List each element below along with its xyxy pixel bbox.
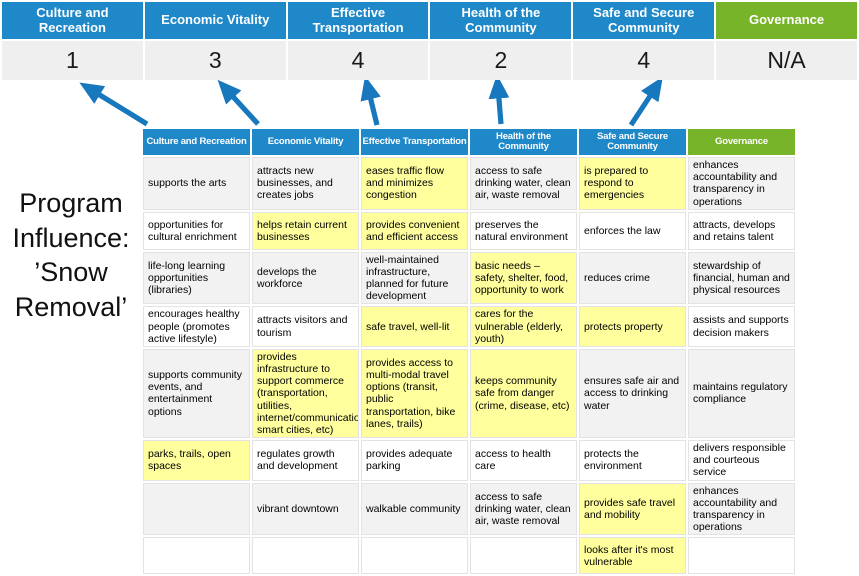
matrix-cell <box>688 537 795 575</box>
summary-header-row: Culture and Recreation Economic Vitality E… <box>2 2 857 39</box>
summary-score-culture-and-recreation: 1 <box>2 41 143 80</box>
matrix-cell: stewardship of financial, human and phys… <box>688 251 795 305</box>
matrix-row: looks after it's most vulnerable <box>143 537 795 575</box>
matrix-cell: preserves the natural environment <box>470 211 577 250</box>
matrix-row: supports the arts attracts new businesses… <box>143 157 795 210</box>
matrix-cell: develops the workforce <box>252 251 359 305</box>
matrix-cell-highlighted: basic needs – safety, shelter, food, opp… <box>470 251 577 305</box>
matrix-cell: protects the environment <box>579 440 686 481</box>
summary-table: Culture and Recreation Economic Vitality E… <box>2 2 857 80</box>
matrix-header-health-of-the-community: Health of the Community <box>470 129 577 155</box>
matrix-cell: supports community events, and entertain… <box>143 348 250 439</box>
matrix-cell: access to health care <box>470 440 577 481</box>
summary-score-health-of-the-community: 2 <box>430 41 572 80</box>
matrix-cell <box>252 537 359 575</box>
matrix-cell: encourages healthy people (promotes acti… <box>143 306 250 347</box>
matrix-cell-highlighted: protects property <box>579 306 686 347</box>
program-label-line: ’Snow <box>34 257 108 288</box>
matrix-header-economic-vitality: Economic Vitality <box>252 129 359 155</box>
matrix-cell: access to safe drinking water, clean air… <box>470 157 577 210</box>
program-influence-label: Program Influence: ’Snow Removal’ <box>0 186 142 324</box>
summary-header-culture-and-recreation: Culture and Recreation <box>2 2 143 39</box>
matrix-cell-highlighted: helps retain current businesses <box>252 211 359 250</box>
program-label-line: Program <box>19 188 123 218</box>
matrix-cell: enforces the law <box>579 211 686 250</box>
matrix-cell: vibrant downtown <box>252 482 359 536</box>
matrix-row: encourages healthy people (promotes acti… <box>143 306 795 347</box>
matrix-cell-highlighted: looks after it's most vulnerable <box>579 537 686 575</box>
influence-arrow-health <box>488 80 510 125</box>
matrix-cell: opportunities for cultural enrichment <box>143 211 250 250</box>
matrix-header-effective-transportation: Effective Transportation <box>361 129 468 155</box>
summary-score-economic-vitality: 3 <box>144 41 286 80</box>
matrix-cell-highlighted: is prepared to respond to emergencies <box>579 157 686 210</box>
matrix-body: supports the arts attracts new businesses… <box>143 157 795 575</box>
matrix-cell: access to safe drinking water, clean air… <box>470 482 577 536</box>
matrix-cell: reduces crime <box>579 251 686 305</box>
matrix-cell-highlighted: provides infrastructure to support comme… <box>252 348 359 439</box>
matrix-cell <box>470 537 577 575</box>
matrix-cell: delivers responsible and courteous servi… <box>688 440 795 481</box>
matrix-header-governance: Governance <box>688 129 795 155</box>
summary-score-governance: N/A <box>716 41 857 80</box>
summary-score-effective-transportation: 4 <box>287 41 429 80</box>
influence-arrow-economic <box>217 80 260 126</box>
matrix-cell: attracts visitors and tourism <box>252 306 359 347</box>
matrix-cell-highlighted: provides safe travel and mobility <box>579 482 686 536</box>
program-label-line: Removal’ <box>14 291 128 322</box>
summary-score-safe-and-secure-community: 4 <box>573 41 715 80</box>
matrix-cell: provides adequate parking <box>361 440 468 481</box>
matrix-cell: attracts new businesses, and creates job… <box>252 157 359 210</box>
matrix-cell: well-maintained infrastructure, planned … <box>361 251 468 305</box>
matrix-cell-highlighted: provides access to multi-modal travel op… <box>361 348 468 439</box>
influence-arrow-safe <box>628 80 663 127</box>
matrix-cell: enhances accountability and transparency… <box>688 482 795 536</box>
influence-arrow-transportation <box>360 80 381 126</box>
matrix-cell <box>361 537 468 575</box>
matrix-cell-highlighted: eases traffic flow and minimizes congest… <box>361 157 468 210</box>
matrix-row: opportunities for cultural enrichment hel… <box>143 211 795 250</box>
matrix-cell: maintains regulatory compliance <box>688 348 795 439</box>
influence-arrows <box>79 80 663 127</box>
influence-arrow-culture <box>79 82 149 127</box>
matrix-cell <box>143 482 250 536</box>
matrix-row: life-long learning opportunities (librar… <box>143 251 795 305</box>
priority-matrix: Culture and Recreation Economic Vitality E… <box>141 127 797 576</box>
summary-header-effective-transportation: Effective Transportation <box>287 2 429 39</box>
matrix-header-row: Culture and Recreation Economic Vitality E… <box>143 129 795 155</box>
summary-header-health-of-the-community: Health of the Community <box>430 2 572 39</box>
matrix-cell-highlighted: cares for the vulnerable (elderly, youth… <box>470 306 577 347</box>
matrix-row: vibrant downtown walkable community access… <box>143 482 795 536</box>
matrix-cell: life-long learning opportunities (librar… <box>143 251 250 305</box>
matrix-cell: ensures safe air and access to drinking … <box>579 348 686 439</box>
matrix-cell-highlighted: parks, trails, open spaces <box>143 440 250 481</box>
program-label-line: Influence: <box>12 222 130 253</box>
matrix-header-safe-and-secure-community: Safe and Secure Community <box>579 129 686 155</box>
matrix-cell: regulates growth and development <box>252 440 359 481</box>
matrix-row: supports community events, and entertain… <box>143 348 795 439</box>
summary-header-safe-and-secure-community: Safe and Secure Community <box>573 2 715 39</box>
summary-score-row: 1 3 4 2 4 N/A <box>2 41 857 80</box>
matrix-cell: walkable community <box>361 482 468 536</box>
matrix-row: parks, trails, open spaces regulates grow… <box>143 440 795 481</box>
matrix-cell: supports the arts <box>143 157 250 210</box>
matrix-header-culture-and-recreation: Culture and Recreation <box>143 129 250 155</box>
matrix-cell: assists and supports decision makers <box>688 306 795 347</box>
summary-header-governance: Governance <box>716 2 857 39</box>
matrix-cell: attracts, develops and retains talent <box>688 211 795 250</box>
matrix-cell <box>143 537 250 575</box>
matrix-cell-highlighted: safe travel, well-lit <box>361 306 468 347</box>
matrix-cell: enhances accountability and transparency… <box>688 157 795 210</box>
matrix-cell-highlighted: keeps community safe from danger (crime,… <box>470 348 577 439</box>
summary-header-economic-vitality: Economic Vitality <box>144 2 286 39</box>
matrix-cell-highlighted: provides convenient and efficient access <box>361 211 468 250</box>
